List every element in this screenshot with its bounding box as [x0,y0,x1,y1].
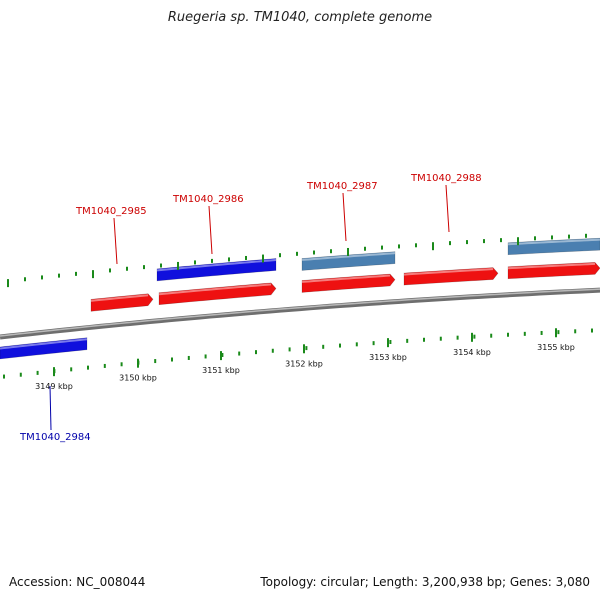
forward-gene-block-highlight [403,268,494,276]
reverse-gene-block [507,237,600,256]
genome-summary-text: Topology: circular; Length: 3,200,938 bp… [260,575,590,589]
reverse-gene-block-highlight [0,338,88,350]
scale-tick-label: 3152 kbp [285,359,323,368]
gene-label-leader [342,192,347,242]
forward-gene-block [158,282,277,306]
gene-label-leader [113,217,118,265]
gene-label-leader [445,184,450,233]
scale-tick-label: 3154 kbp [453,348,491,357]
forward-gene-block [403,267,499,286]
scale-tick-label: 3155 kbp [537,343,575,352]
reverse-gene-block-highlight [507,238,600,246]
reverse-gene-block [156,258,277,282]
reverse-gene-block [0,337,88,360]
accession-text: Accession: NC_008044 [9,575,146,589]
reverse-gene-block-highlight [301,252,396,261]
scale-tick-label: 3149 kbp [35,382,73,391]
forward-gene-block-highlight [90,294,149,302]
forward-gene-block-highlight [507,262,596,270]
genome-backbone-highlight [0,288,600,337]
genome-backbone [0,287,600,340]
gene-label-leader [49,385,52,431]
scale-tick-label: 3151 kbp [202,366,240,375]
scale-tick-label: 3153 kbp [369,353,407,362]
forward-gene-block-highlight [301,274,391,283]
forward-gene-block [90,293,154,312]
gene-label[interactable]: TM1040_2985 [75,206,147,217]
gene-label[interactable]: TM1040_2987 [306,181,378,192]
gene-label[interactable]: TM1040_2986 [172,194,244,205]
reverse-gene-block [301,251,396,271]
scale-tick-label: 3150 kbp [119,374,157,383]
forward-gene-block [301,273,396,293]
forward-gene-block-highlight [158,283,272,296]
gene-label[interactable]: TM1040_2988 [410,173,482,184]
gene-label[interactable]: TM1040_2984 [19,432,91,443]
map-title: Ruegeria sp. TM1040, complete genome [167,10,433,25]
gene-label-leader [208,205,213,255]
forward-gene-block [507,262,600,280]
